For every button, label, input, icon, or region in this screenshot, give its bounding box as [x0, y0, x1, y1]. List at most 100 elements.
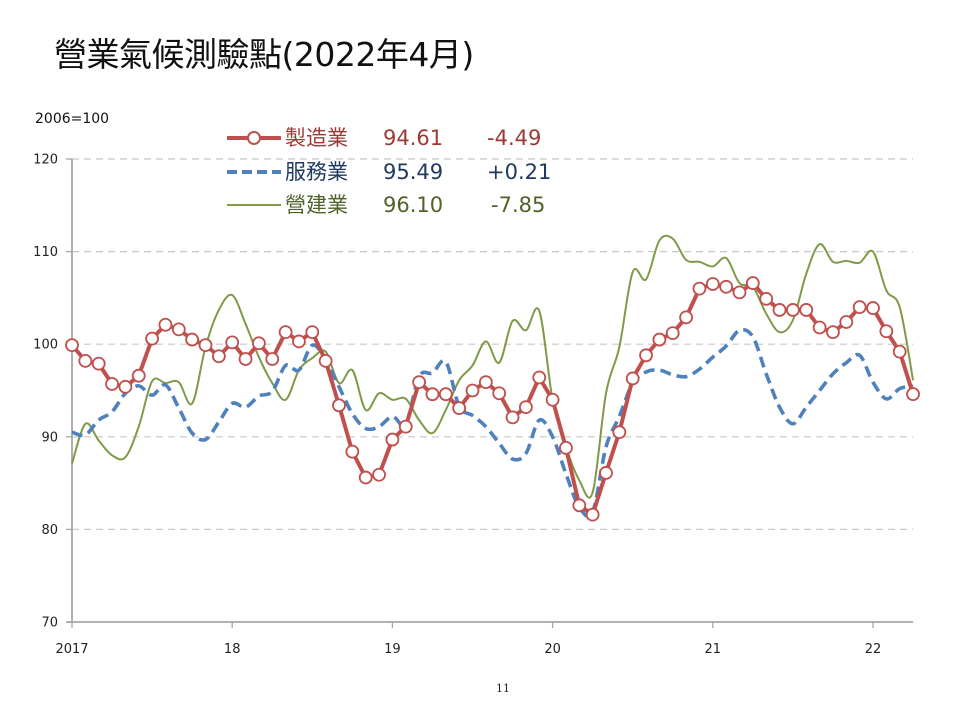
- series-services: [71, 327, 914, 519]
- data-point-marker: [519, 400, 533, 415]
- data-point-marker: [105, 377, 119, 391]
- data-point-marker: [358, 470, 373, 485]
- y-axis-base-note: 2006=100: [35, 111, 110, 127]
- data-point-marker: [839, 315, 854, 329]
- data-point-marker: [318, 353, 333, 368]
- data-point-marker: [332, 398, 346, 413]
- data-point-marker: [131, 368, 146, 383]
- data-point-marker: [278, 325, 293, 340]
- legend-change-value: +0.21: [487, 160, 552, 184]
- data-point-marker: [91, 356, 106, 371]
- legend-item-services: 服務業 95.49 +0.21: [0, 159, 600, 185]
- legend-label: 製造業: [285, 126, 348, 150]
- page-title: 營業氣候測驗點(2022年4月): [54, 35, 474, 74]
- data-point-marker: [665, 326, 680, 340]
- data-point-marker: [118, 379, 133, 394]
- data-point-marker: [585, 507, 600, 522]
- data-point-marker: [759, 291, 774, 306]
- data-point-marker: [198, 338, 213, 353]
- y-tick-label: 110: [33, 245, 58, 260]
- data-point-marker: [265, 352, 280, 366]
- page-number: 11: [496, 682, 510, 695]
- data-point-marker: [438, 387, 453, 402]
- data-point-marker: [372, 467, 386, 482]
- legend-item-construction: 營建業 96.10 -7.85: [0, 192, 600, 218]
- data-point-marker: [225, 335, 240, 350]
- data-point-marker: [812, 320, 827, 335]
- series-line: [71, 234, 915, 499]
- data-point-marker: [425, 387, 440, 402]
- data-point-marker: [786, 303, 800, 317]
- data-point-marker: [639, 348, 653, 363]
- y-tick-label: 120: [33, 153, 58, 168]
- data-point-marker: [532, 370, 547, 385]
- y-tick-label: 70: [41, 616, 58, 631]
- data-point-marker: [412, 375, 427, 390]
- data-point-marker: [679, 310, 693, 325]
- data-point-marker: [78, 353, 93, 368]
- legend-solid-line-icon: [227, 204, 281, 206]
- data-point-marker: [772, 303, 787, 317]
- data-point-marker: [852, 300, 867, 315]
- legend-label: 服務業: [285, 160, 348, 184]
- data-point-marker: [625, 371, 640, 386]
- legend-dashed-line-icon: [227, 170, 281, 174]
- x-tick-label: 19: [384, 642, 401, 657]
- data-point-marker: [292, 334, 306, 349]
- series-line: [71, 327, 914, 519]
- data-point-marker: [745, 276, 760, 290]
- data-point-marker: [612, 425, 627, 440]
- data-point-marker: [478, 375, 493, 390]
- data-point-marker: [305, 325, 320, 340]
- data-point-marker: [211, 349, 226, 364]
- x-tick-label: 20: [544, 642, 561, 657]
- legend-latest-value: 96.10: [383, 193, 444, 217]
- data-point-marker: [238, 352, 253, 366]
- data-point-marker: [452, 401, 467, 415]
- data-point-marker: [572, 498, 587, 513]
- series-line: [70, 281, 915, 517]
- data-point-marker: [545, 392, 560, 407]
- data-point-marker: [505, 410, 520, 425]
- data-point-marker: [692, 281, 707, 296]
- series-manufacturing: [65, 276, 920, 522]
- data-point-marker: [559, 441, 573, 455]
- axes: [66, 159, 914, 623]
- data-point-marker: [398, 419, 413, 434]
- x-tick-label: 2017: [55, 642, 88, 657]
- data-point-marker: [599, 466, 613, 480]
- legend-item-manufacturing: 製造業 94.61 -4.49: [0, 125, 600, 151]
- data-point-marker: [799, 303, 814, 317]
- legend-line-marker-icon: [227, 131, 281, 145]
- legend-label: 營建業: [285, 193, 348, 217]
- data-point-marker: [465, 383, 480, 398]
- data-point-marker: [732, 285, 747, 300]
- y-tick-label: 90: [41, 430, 58, 445]
- data-point-marker: [652, 332, 667, 347]
- data-point-marker: [171, 322, 186, 337]
- data-point-marker: [892, 344, 907, 359]
- x-axis-ticks: 2017 18 19 20 21 22: [55, 622, 881, 657]
- data-point-marker: [719, 279, 734, 294]
- data-point-marker: [385, 432, 400, 447]
- data-point-marker: [145, 331, 160, 346]
- data-point-marker: [866, 301, 880, 315]
- data-point-marker: [906, 387, 920, 402]
- y-tick-label: 100: [33, 338, 58, 353]
- data-point-marker: [705, 277, 720, 291]
- y-tick-label: 80: [41, 523, 58, 538]
- x-tick-label: 18: [224, 642, 241, 657]
- series-construction: [71, 234, 915, 499]
- data-point-marker: [492, 386, 507, 401]
- legend-latest-value: 95.49: [383, 160, 444, 184]
- data-point-marker: [158, 317, 173, 332]
- legend-change-value: -4.49: [487, 126, 542, 150]
- data-point-marker: [185, 332, 200, 347]
- data-point-marker: [879, 324, 894, 339]
- series-group: [65, 234, 920, 522]
- x-tick-label: 21: [705, 642, 722, 657]
- data-point-marker: [65, 338, 79, 353]
- data-point-marker: [251, 336, 266, 351]
- x-tick-label: 22: [865, 642, 882, 657]
